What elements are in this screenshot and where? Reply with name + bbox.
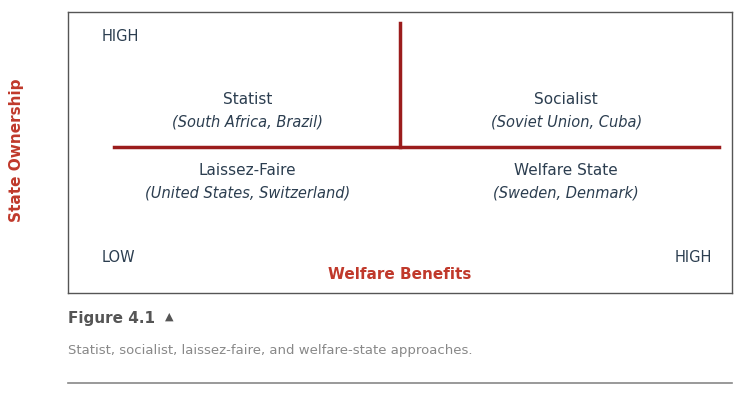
Text: (Soviet Union, Cuba): (Soviet Union, Cuba) <box>491 114 642 129</box>
Text: Figure 4.1: Figure 4.1 <box>68 311 155 326</box>
Text: HIGH: HIGH <box>101 29 139 44</box>
Text: (United States, Switzerland): (United States, Switzerland) <box>145 186 350 201</box>
Text: Laissez-Faire: Laissez-Faire <box>199 163 296 178</box>
Text: (Sweden, Denmark): (Sweden, Denmark) <box>493 186 639 201</box>
Text: Welfare Benefits: Welfare Benefits <box>328 267 472 282</box>
Text: State Ownership: State Ownership <box>9 79 24 222</box>
Text: ▲: ▲ <box>165 311 173 322</box>
Text: LOW: LOW <box>101 250 135 265</box>
Text: HIGH: HIGH <box>675 250 713 265</box>
Text: Statist, socialist, laissez-faire, and welfare-state approaches.: Statist, socialist, laissez-faire, and w… <box>68 344 473 357</box>
Text: (South Africa, Brazil): (South Africa, Brazil) <box>172 114 323 129</box>
Text: Statist: Statist <box>223 92 272 107</box>
Text: Socialist: Socialist <box>535 92 598 107</box>
Text: Welfare State: Welfare State <box>514 163 618 178</box>
